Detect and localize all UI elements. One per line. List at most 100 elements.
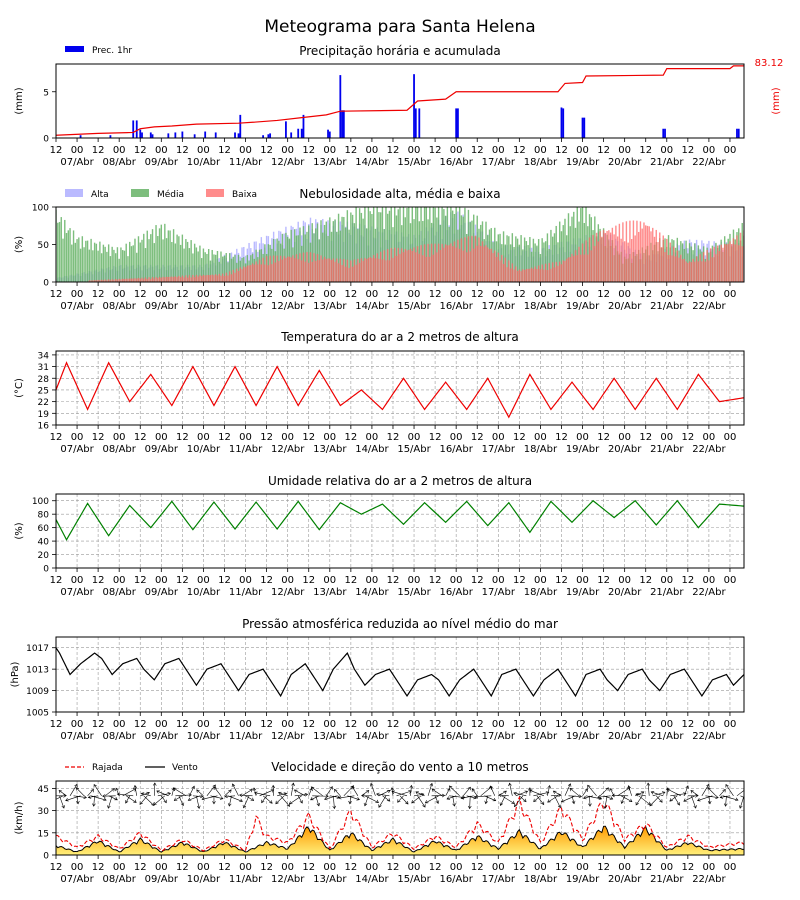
wind-direction-arrow [311, 786, 323, 797]
cloud-bar-média [190, 240, 192, 282]
panel-frame [55, 63, 745, 139]
date-label: 21/Abr [650, 731, 684, 742]
cloud-bar-baixa [88, 280, 91, 282]
wind-arrow-head [685, 785, 689, 789]
y-tick-label: 30 [38, 807, 50, 817]
cloud-bar-baixa [157, 278, 159, 282]
cloud-bar-baixa [583, 254, 585, 282]
cloud-bar-média [515, 236, 517, 282]
wind-direction-arrow [125, 795, 130, 804]
cloud-bar-média [237, 254, 240, 282]
time-tick-label: 12 [639, 289, 652, 300]
cloud-bar-baixa [329, 258, 331, 282]
wind-arrow-head [666, 788, 671, 792]
cloud-bar-média [155, 225, 157, 282]
cloud-bar-baixa [627, 242, 629, 282]
wind-direction-arrow [604, 795, 608, 809]
wind-direction-arrow [649, 795, 660, 807]
wind-direction-arrow [547, 785, 550, 796]
time-tick-label: 00 [71, 145, 84, 156]
cloud-bar-média [57, 222, 59, 282]
cloud-bar-média [408, 207, 410, 282]
precip-bar [141, 132, 143, 138]
time-tick-label: 12 [639, 719, 652, 730]
cloud-bar-baixa [172, 276, 175, 282]
legend-label-média: Média [157, 189, 184, 200]
cloud-bar-média [364, 207, 366, 282]
cloud-bar-baixa [530, 267, 533, 282]
cloud-bar-baixa [327, 258, 329, 282]
time-tick-label: 00 [576, 862, 589, 873]
date-label: 10/Abr [187, 874, 221, 885]
cloud-bar-média [93, 242, 96, 282]
cloud-bar-baixa [118, 278, 120, 282]
series-line [56, 647, 744, 698]
time-tick-label: 00 [703, 432, 716, 443]
time-tick-label: 12 [302, 575, 315, 586]
cloud-bar-média [513, 247, 515, 282]
cloud-bar-baixa [548, 262, 550, 282]
cloud-bar-média [462, 216, 464, 282]
time-tick-label: 00 [450, 575, 463, 586]
wind-arrow-head [124, 800, 129, 804]
wind-arrow-head [707, 800, 712, 805]
cloud-bar-baixa [425, 256, 428, 282]
y-tick-label: 15 [38, 829, 49, 839]
date-label: 07/Abr [60, 301, 94, 312]
cloud-bar-média [553, 233, 556, 282]
time-tick-label: 00 [576, 432, 589, 443]
cloud-bar-baixa [272, 255, 275, 282]
cloud-bar-média [580, 208, 582, 282]
y-tick-label: 28 [38, 375, 50, 385]
cloud-bar-média [387, 213, 389, 282]
time-tick-label: 12 [429, 289, 442, 300]
cloud-bar-baixa [485, 245, 487, 282]
wind-arrow-head [332, 805, 337, 810]
wind-direction-arrow [378, 795, 387, 808]
cloud-bar-baixa [394, 247, 396, 282]
cloud-bar-média [83, 247, 85, 282]
cloud-bar-média [532, 238, 535, 282]
wind-direction-arrow [466, 795, 477, 799]
wind-arrow-head [188, 793, 192, 797]
cloud-bar-baixa [114, 278, 117, 282]
cloud-bar-média [355, 207, 357, 282]
y-axis-label: (%) [14, 236, 25, 253]
time-tick-label: 12 [92, 289, 105, 300]
cloud-bar-baixa [323, 256, 326, 282]
cloud-bar-baixa [339, 258, 342, 282]
date-label: 22/Abr [692, 731, 726, 742]
time-tick-label: 12 [92, 432, 105, 443]
cloud-bar-média [95, 243, 98, 282]
wind-direction-arrow [425, 795, 439, 804]
cloud-bar-baixa [674, 256, 677, 282]
cloud-bar-média [573, 211, 575, 282]
cloud-bar-baixa [467, 236, 470, 282]
wind-direction-arrow [638, 795, 651, 805]
wind-direction-arrow [501, 795, 515, 804]
wind-arrow-head [605, 787, 609, 791]
cloud-bar-média [167, 230, 170, 282]
cloud-bar-baixa [144, 277, 147, 282]
wind-direction-arrow [143, 795, 155, 806]
cloud-bar-baixa [202, 274, 205, 282]
cloud-bar-baixa [578, 246, 580, 282]
wind-arrow-head [213, 786, 217, 790]
cloud-bar-baixa [443, 247, 445, 282]
cloud-bar-média [223, 255, 226, 282]
cloud-bar-média [174, 243, 177, 282]
cloud-bar-baixa [476, 245, 478, 282]
wind-arrow-head [508, 782, 512, 787]
cloud-bar-média [534, 243, 536, 282]
time-tick-label: 00 [703, 575, 716, 586]
cloud-bar-média [232, 256, 234, 282]
time-tick-label: 00 [408, 719, 421, 730]
cloud-bar-média [576, 207, 578, 282]
gust-line [56, 795, 744, 852]
time-tick-label: 12 [513, 145, 526, 156]
wind-arrow-head [375, 799, 379, 803]
wind-direction-arrow [73, 795, 87, 798]
wind-arrow-head [533, 798, 537, 803]
wind-arrow-head [146, 791, 150, 796]
cloud-bar-média [297, 235, 299, 282]
